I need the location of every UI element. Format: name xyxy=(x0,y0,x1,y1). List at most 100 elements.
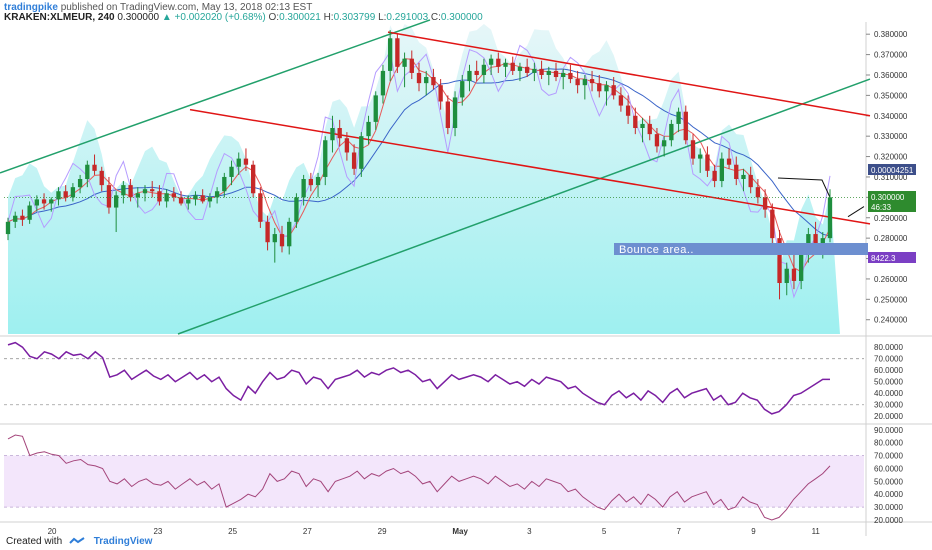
indicator2-tick-label: 70.0000 xyxy=(874,452,903,461)
candle-body xyxy=(719,158,725,182)
candle-body xyxy=(575,79,580,86)
candle-body xyxy=(791,268,797,281)
candle-body xyxy=(625,105,631,116)
candle-body xyxy=(113,195,119,208)
x-tick-label: 20 xyxy=(48,527,57,536)
candle-body xyxy=(243,158,249,165)
candle-body xyxy=(431,77,436,86)
indicator2-band xyxy=(4,455,864,508)
candle-body xyxy=(510,62,515,71)
candle-body xyxy=(77,179,83,188)
indicator1-tick-label: 80.0000 xyxy=(874,343,903,352)
price-change: +0.002020 (+0.68%) xyxy=(174,12,266,23)
candle-body xyxy=(186,199,191,204)
candle-body xyxy=(344,138,350,153)
candle-body xyxy=(258,193,263,222)
candle-body xyxy=(611,85,616,96)
price-tick-label: 0.240000 xyxy=(874,316,908,325)
candle-body xyxy=(157,191,162,202)
candle-body xyxy=(229,166,234,177)
candle-body xyxy=(460,81,465,98)
candle-body xyxy=(315,176,321,186)
trend-line xyxy=(0,19,431,174)
candle-body xyxy=(445,101,451,129)
candle-body xyxy=(748,174,753,188)
candle-body xyxy=(524,66,530,73)
candle-body xyxy=(294,197,299,222)
candle-body xyxy=(142,189,148,194)
candle-body xyxy=(798,254,804,281)
candle-body xyxy=(705,154,710,171)
candle-body xyxy=(755,187,761,198)
candle-body xyxy=(301,179,306,198)
candle-body xyxy=(597,83,602,92)
x-tick-label: 29 xyxy=(378,527,387,536)
price-marker xyxy=(868,201,916,212)
candle-body xyxy=(323,140,328,177)
candle-body xyxy=(272,234,277,243)
open-value: 0.300021 xyxy=(279,12,321,23)
created-with-label: Created with xyxy=(6,536,63,547)
bounce-area-label: Bounce area.. xyxy=(619,244,694,256)
candle-body xyxy=(517,66,523,71)
price-tick-label: 0.380000 xyxy=(874,30,908,39)
candle-body xyxy=(193,195,198,200)
candle-body xyxy=(618,95,624,106)
x-tick-label: 27 xyxy=(303,527,312,536)
symbol-bar: KRAKEN:XLMEUR, 240 0.300000 ▲ +0.002020 … xyxy=(4,12,483,23)
candle-body xyxy=(308,179,314,186)
price-tick-label: 0.340000 xyxy=(874,112,908,121)
candle-body xyxy=(488,58,494,65)
indicator1-tick-label: 30.0000 xyxy=(874,401,903,410)
indicator2-tick-label: 30.0000 xyxy=(874,503,903,512)
candle-body xyxy=(337,128,342,139)
price-tick-label: 0.320000 xyxy=(874,153,908,162)
candle-body xyxy=(654,134,660,147)
candle-body xyxy=(416,72,422,84)
high-label: H: xyxy=(323,12,334,23)
indicator1-line xyxy=(7,341,830,415)
close-label: C: xyxy=(430,12,441,23)
candle-body xyxy=(582,79,588,86)
indicator2-tick-label: 60.0000 xyxy=(874,464,903,473)
tradingview-brand[interactable]: TradingView xyxy=(93,536,153,547)
low-label: L: xyxy=(378,12,387,23)
low-value: 0.291003 xyxy=(386,12,429,23)
indicator1-tick-label: 20.0000 xyxy=(874,412,903,421)
candle-body xyxy=(481,64,487,75)
candle-body xyxy=(734,164,739,179)
candle-body xyxy=(640,123,645,129)
publish-date: published on TradingView.com, May 13, 20… xyxy=(60,2,313,13)
candle-body xyxy=(92,164,97,171)
footer: Created with TradingView xyxy=(6,536,152,547)
open-label: O: xyxy=(268,12,280,23)
candle-body xyxy=(85,164,90,179)
indicator2-tick-label: 50.0000 xyxy=(874,477,903,486)
up-arrow-icon: ▲ xyxy=(161,12,172,23)
price-marker xyxy=(868,252,916,263)
candle-body xyxy=(827,197,833,239)
candle-body xyxy=(34,199,40,206)
price-marker-label: 0.300000 xyxy=(871,193,905,202)
high-value: 0.303799 xyxy=(333,12,376,23)
author-name[interactable]: tradingpike xyxy=(4,2,58,13)
price-marker xyxy=(868,191,916,202)
candle-body xyxy=(539,68,544,75)
candle-body xyxy=(503,62,508,67)
candle-body xyxy=(777,238,782,284)
candle-body xyxy=(690,140,696,159)
candle-body xyxy=(762,197,768,210)
candle-body xyxy=(561,72,566,78)
symbol-label[interactable]: KRAKEN:XLMEUR, 240 xyxy=(4,12,115,23)
x-tick-label: 5 xyxy=(602,527,607,536)
indicator1-tick-label: 60.0000 xyxy=(874,366,903,375)
candle-body xyxy=(467,70,472,82)
candle-body xyxy=(171,193,177,198)
candle-body xyxy=(424,77,429,84)
price-marker-label: 8422.3 xyxy=(871,254,896,263)
candle-body xyxy=(63,191,68,198)
candle-body xyxy=(669,123,674,141)
candle-body xyxy=(661,140,667,147)
price-tick-label: 0.350000 xyxy=(874,91,908,100)
